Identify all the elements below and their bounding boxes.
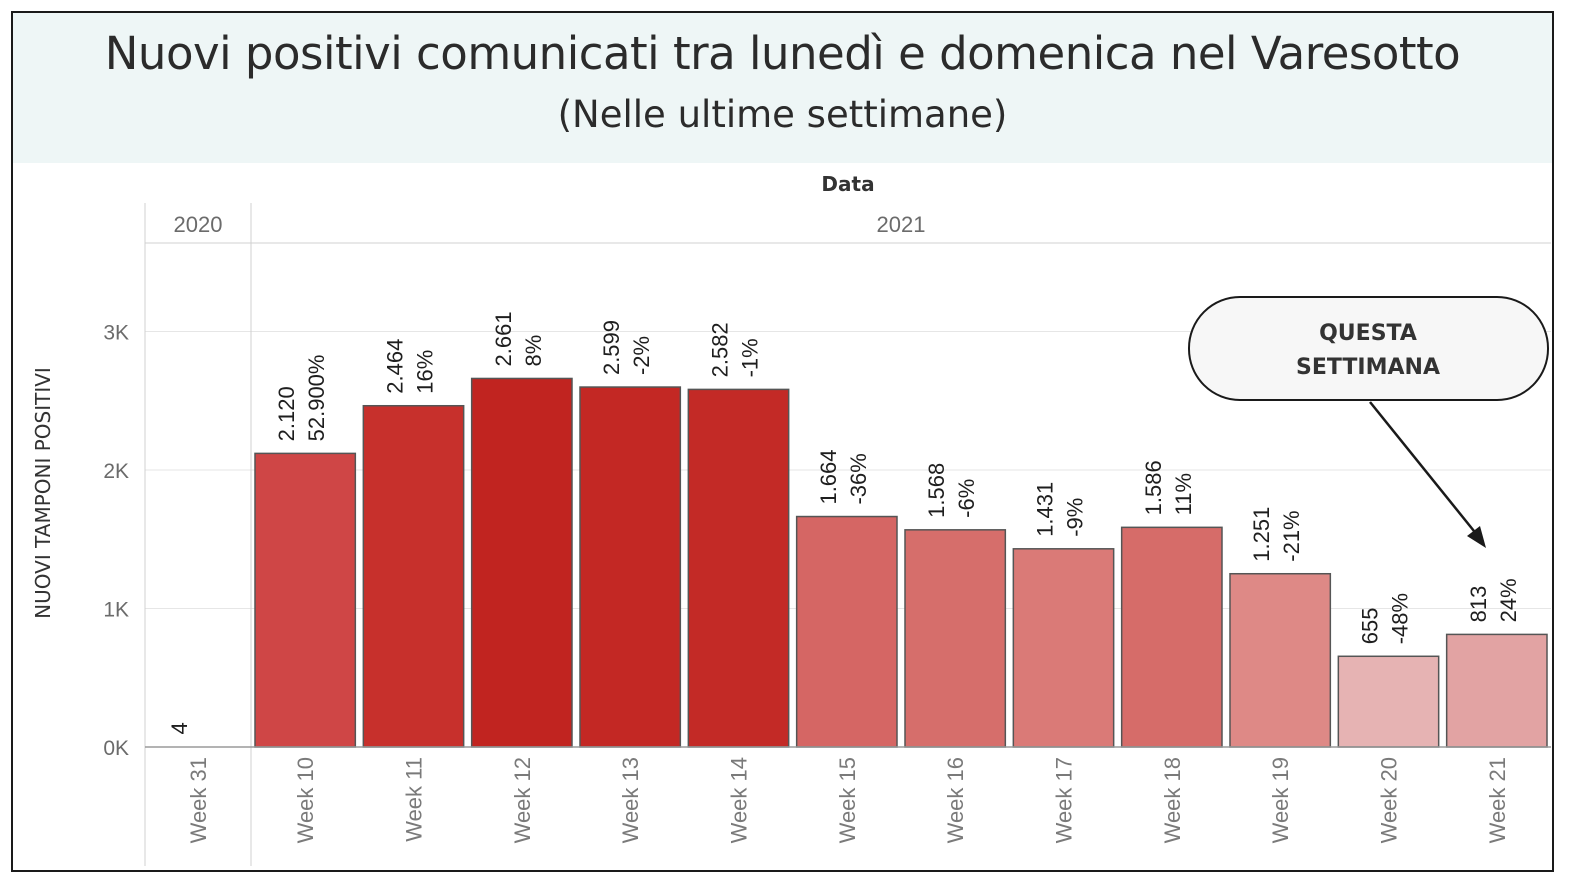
- y-axis-ticks: 0K 1K 2K 3K: [103, 322, 129, 761]
- data-labels: 4 2.120 52.900% 2.464 16% 2.661 8% 2.599 -2% 2.58…: [167, 311, 1521, 734]
- callout-arrow-head: [1467, 526, 1486, 548]
- week-label-week-11: Week 11: [402, 757, 427, 842]
- bar-week-15: [795, 515, 898, 748]
- value-label-week-31: 4: [167, 722, 192, 734]
- week-label-week-13: Week 13: [618, 757, 643, 843]
- change-label-week-10: 52.900%: [304, 355, 329, 442]
- week-label-week-31: Week 31: [186, 757, 211, 843]
- value-label-week-12: 2.661: [491, 311, 516, 366]
- change-label-week-21: 24%: [1496, 578, 1521, 622]
- bar-week-11: [362, 404, 465, 748]
- week-label-week-19: Week 19: [1268, 757, 1293, 843]
- bar-week-19: [1229, 572, 1332, 748]
- value-label-week-16: 1.568: [924, 463, 949, 518]
- change-label-week-16: -6%: [954, 479, 979, 518]
- bar-week-10: [254, 452, 357, 748]
- value-label-week-21: 813: [1466, 586, 1491, 623]
- value-label-week-19: 1.251: [1249, 507, 1274, 562]
- year-headers: 2020 2021: [174, 212, 926, 237]
- week-label-week-20: Week 20: [1377, 757, 1402, 843]
- value-label-week-11: 2.464: [383, 339, 408, 394]
- year-header-2021: 2021: [877, 212, 926, 237]
- bar-week-18: [1120, 526, 1223, 748]
- callout-line-2: SETTIMANA: [1296, 355, 1440, 380]
- callout-bubble: [1188, 296, 1549, 401]
- value-label-week-20: 655: [1358, 608, 1383, 645]
- week-label-week-14: Week 14: [727, 757, 752, 843]
- bar-week-21: [1445, 633, 1548, 748]
- week-label-week-17: Week 17: [1052, 757, 1077, 843]
- change-label-week-12: 8%: [521, 335, 546, 367]
- change-label-week-11: 16%: [413, 350, 438, 394]
- value-label-week-14: 2.582: [708, 322, 733, 377]
- change-label-week-20: -48%: [1388, 593, 1413, 644]
- title-banner: Nuovi positivi comunicati tra lunedì e d…: [13, 13, 1552, 163]
- week-label-week-21: Week 21: [1485, 757, 1510, 843]
- change-label-week-15: -36%: [846, 453, 871, 504]
- value-label-week-17: 1.431: [1033, 482, 1058, 537]
- change-label-week-13: -2%: [629, 336, 654, 375]
- y-tick-label: 0K: [103, 737, 129, 760]
- bar-week-14: [687, 388, 790, 748]
- bar-week-17: [1012, 548, 1115, 748]
- week-label-week-15: Week 15: [835, 757, 860, 843]
- callout-line-1: QUESTA: [1319, 321, 1417, 346]
- change-label-week-17: -9%: [1063, 498, 1088, 537]
- y-axis-title: NUOVI TAMPONI POSITIVI: [31, 367, 55, 619]
- value-label-week-13: 2.599: [599, 320, 624, 375]
- week-label-week-12: Week 12: [510, 757, 535, 843]
- change-label-week-14: -1%: [738, 338, 763, 377]
- y-tick-label: 1K: [103, 599, 129, 622]
- bars: [145, 377, 1551, 748]
- bar-week-20: [1337, 655, 1440, 748]
- y-tick-label: 2K: [103, 460, 129, 483]
- week-label-week-18: Week 18: [1160, 757, 1185, 843]
- x-axis-labels: Week 31 Week 10 Week 11 Week 12 Week 13 Week …: [186, 757, 1510, 843]
- bar-week-16: [904, 529, 1007, 748]
- chart-subtitle: (Nelle ultime settimane): [557, 93, 1008, 136]
- change-label-week-18: 11%: [1171, 473, 1196, 515]
- value-label-week-10: 2.120: [274, 386, 299, 441]
- column-header: Data: [821, 172, 874, 196]
- change-label-week-19: -21%: [1279, 510, 1304, 561]
- week-label-week-10: Week 10: [293, 757, 318, 843]
- value-label-week-18: 1.586: [1141, 460, 1166, 515]
- value-label-week-15: 1.664: [816, 449, 841, 504]
- year-header-2020: 2020: [174, 212, 223, 237]
- callout: QUESTA SETTIMANA: [1188, 296, 1549, 548]
- callout-arrow-line: [1369, 401, 1479, 537]
- week-label-week-16: Week 16: [943, 757, 968, 843]
- bar-week-12: [470, 377, 573, 748]
- bar-week-13: [579, 386, 682, 748]
- y-tick-label: 3K: [103, 322, 129, 345]
- chart-title: Nuovi positivi comunicati tra lunedì e d…: [104, 27, 1461, 80]
